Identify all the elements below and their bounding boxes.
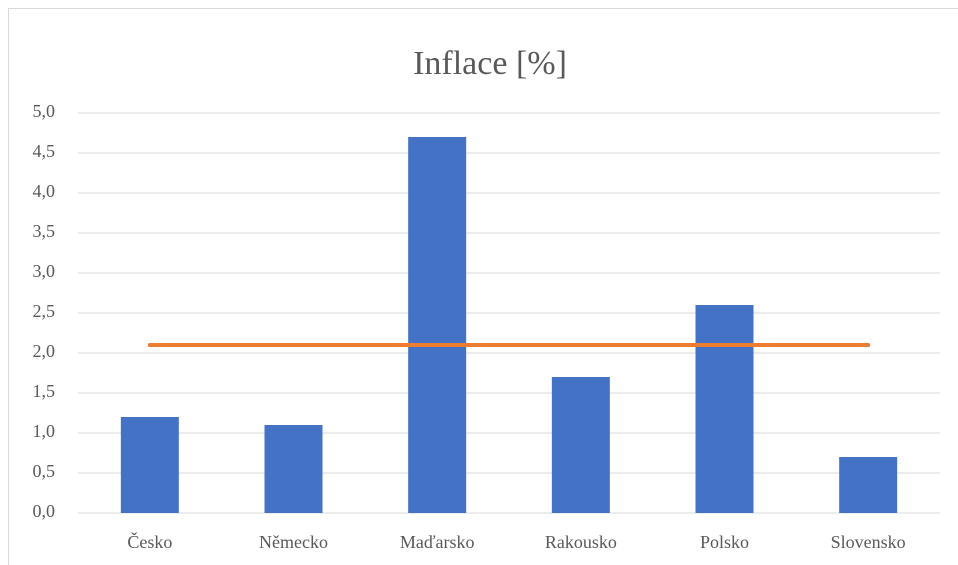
y-tick-label: 3,5 bbox=[33, 221, 56, 241]
y-tick-label: 5,0 bbox=[33, 101, 56, 121]
bar bbox=[695, 305, 754, 513]
x-tick-label: Německo bbox=[259, 532, 328, 552]
bar bbox=[264, 425, 323, 513]
y-tick-label: 3,0 bbox=[33, 261, 56, 281]
y-tick-label: 0,5 bbox=[33, 461, 56, 481]
y-tick-label: 0,0 bbox=[33, 501, 56, 521]
x-tick-label: Slovensko bbox=[831, 532, 906, 552]
bar bbox=[551, 377, 610, 513]
chart-title: Inflace [%] bbox=[413, 45, 567, 82]
y-tick-label: 1,5 bbox=[33, 381, 56, 401]
x-tick-label: Rakousko bbox=[545, 532, 617, 552]
y-tick-label: 4,5 bbox=[33, 141, 56, 161]
bar bbox=[839, 457, 898, 513]
y-tick-label: 4,0 bbox=[33, 181, 56, 201]
y-tick-label: 2,0 bbox=[33, 341, 56, 361]
y-tick-label: 2,5 bbox=[33, 301, 56, 321]
bar bbox=[120, 417, 179, 513]
y-tick-label: 1,0 bbox=[33, 421, 56, 441]
x-tick-label: Maďarsko bbox=[400, 532, 475, 552]
x-tick-label: Česko bbox=[127, 531, 172, 552]
x-tick-label: Polsko bbox=[700, 532, 749, 552]
bar bbox=[408, 137, 467, 513]
